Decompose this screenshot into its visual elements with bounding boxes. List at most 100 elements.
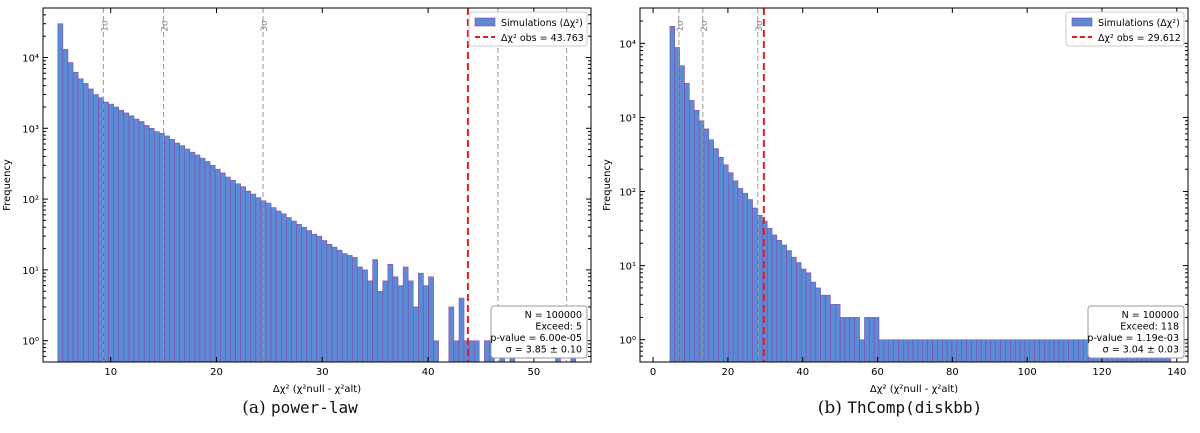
- histogram-bar: [1058, 339, 1065, 362]
- histogram-bar: [737, 188, 744, 362]
- legend-label-observed: Δχ² obs = 43.763: [501, 33, 584, 44]
- histogram-bar: [387, 264, 394, 362]
- histogram-bar: [189, 151, 196, 362]
- stats-line: p-value = 1.19e-03: [1087, 333, 1179, 344]
- histogram-bar: [67, 62, 74, 362]
- stats-box-frame: [1087, 305, 1185, 359]
- histogram-bar: [133, 118, 140, 362]
- histogram-bar: [473, 340, 480, 362]
- plot-frame: [42, 7, 592, 363]
- histogram-bar: [194, 154, 201, 362]
- histogram-bar: [1005, 339, 1011, 362]
- histogram-bar: [402, 266, 409, 362]
- histogram-bar: [980, 339, 987, 362]
- histogram-bar: [159, 133, 165, 362]
- x-tick-label: 140: [1167, 367, 1186, 378]
- stats-line: N = 100000: [525, 310, 582, 321]
- histogram-bar: [771, 234, 778, 362]
- histogram-bar: [296, 224, 302, 362]
- histogram-bar: [214, 168, 221, 362]
- stats-line: N = 100000: [1122, 310, 1179, 321]
- histogram-bar: [907, 339, 914, 362]
- x-tick-label: 100: [1018, 367, 1037, 378]
- histogram-bar: [888, 339, 894, 362]
- histogram-bar: [484, 340, 490, 362]
- histogram-bar: [245, 190, 252, 362]
- histogram-bar: [1019, 339, 1026, 362]
- y-tick-label: 10²: [22, 195, 39, 206]
- histogram-bar: [956, 339, 962, 362]
- x-tick-label: 40: [422, 367, 435, 378]
- histogram-bar: [265, 202, 272, 362]
- histogram-bar: [123, 112, 130, 362]
- stats-line: p-value = 6.00e-05: [490, 333, 582, 344]
- histogram-bar: [830, 304, 836, 362]
- sigma-label: 2σ: [700, 20, 710, 32]
- histogram-bar: [433, 340, 439, 362]
- histogram-bar: [407, 280, 414, 362]
- histogram-bar: [423, 285, 429, 362]
- histogram-bar: [873, 317, 880, 362]
- y-tick-label: 10²: [619, 188, 636, 199]
- histogram-bar: [1048, 339, 1055, 362]
- histogram-bar: [590, 340, 591, 362]
- legend-label-observed: Δχ² obs = 29.612: [1098, 33, 1181, 44]
- histogram-bar: [732, 180, 739, 362]
- histogram-bar: [1073, 339, 1079, 362]
- histogram-bar: [917, 339, 924, 362]
- histogram-bar: [204, 161, 211, 362]
- caption-model: ThComp(diskbb): [847, 398, 983, 417]
- x-axis-label: Δχ² (χ²null - χ²alt): [273, 384, 361, 395]
- histogram-bar: [164, 135, 170, 362]
- histogram-bar: [689, 100, 695, 362]
- histogram-bar: [93, 94, 99, 362]
- histogram-bar: [669, 26, 676, 362]
- histogram-bar: [752, 207, 758, 362]
- histogram-bar: [718, 157, 724, 362]
- caption-b: (b) ThComp(diskbb): [600, 398, 1200, 418]
- histogram-bar: [240, 186, 246, 362]
- histogram-bar: [713, 148, 719, 362]
- histogram-bar: [275, 210, 282, 362]
- histogram-bar: [77, 78, 84, 362]
- histogram-bar: [225, 176, 231, 362]
- histogram-bar: [932, 339, 938, 362]
- histogram-bar: [995, 339, 1001, 362]
- histogram-bar: [209, 165, 216, 362]
- histogram-bar: [708, 139, 714, 362]
- histogram-bar: [357, 266, 363, 362]
- histogram-bar: [1039, 339, 1045, 362]
- histogram-bar: [118, 109, 125, 362]
- y-tick-label: 10⁰: [22, 337, 39, 348]
- histogram-bar: [679, 65, 685, 362]
- histogram-bar: [990, 339, 996, 362]
- histogram-bar: [128, 115, 135, 362]
- histogram-bar: [946, 339, 953, 362]
- y-tick-label: 10¹: [619, 262, 636, 273]
- histogram-bar: [382, 280, 389, 362]
- histogram-bar: [154, 131, 160, 362]
- histogram-bar: [311, 233, 318, 362]
- histogram-bar: [805, 272, 812, 362]
- histogram-bar: [976, 339, 982, 362]
- histogram-bar: [1010, 339, 1016, 362]
- stats-box-frame: [490, 305, 588, 359]
- histogram-bar: [703, 128, 710, 362]
- plot-frame: [639, 7, 1189, 363]
- histogram-bar: [971, 339, 977, 362]
- histogram-bar: [800, 268, 807, 362]
- histogram-bar: [57, 23, 64, 362]
- histogram-bar: [728, 172, 734, 362]
- histogram-bar: [693, 110, 700, 362]
- histogram-bar: [326, 244, 333, 362]
- histogram-bar: [372, 259, 378, 362]
- histogram-bar: [98, 97, 104, 362]
- y-tick-label: 10¹: [22, 266, 39, 277]
- stats-line: Exceed: 118: [1120, 322, 1179, 333]
- chart-panel-a: 1σ 2σ 3σ 10 20 30 40 50 10⁰ 10¹ 10² 10³ 10⁴ Δχ² (χ²nu…: [2, 7, 592, 418]
- histogram-bar: [458, 297, 465, 362]
- histogram-bar: [72, 71, 79, 362]
- histogram-bar: [869, 317, 875, 362]
- histogram-bar: [88, 88, 94, 362]
